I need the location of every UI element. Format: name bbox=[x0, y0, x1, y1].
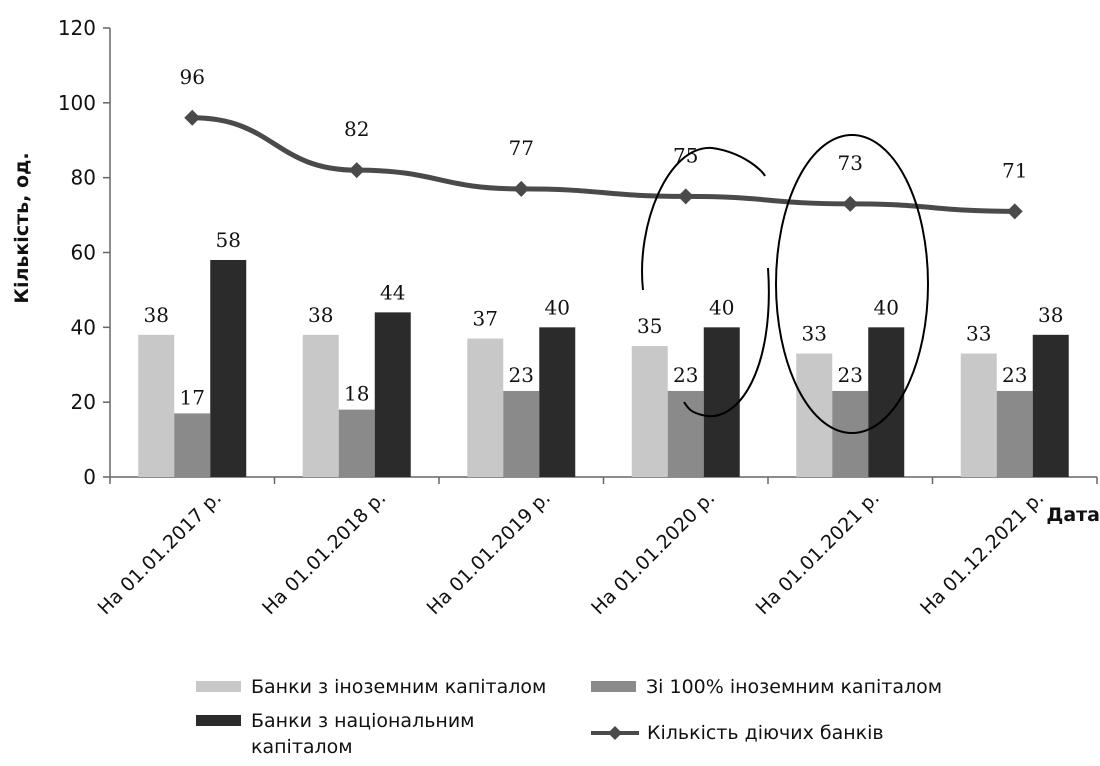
legend-item-national: Банки з національним капіталом bbox=[196, 708, 475, 760]
bar bbox=[539, 327, 576, 477]
bar-value-label: 35 bbox=[637, 314, 662, 338]
legend-swatch-100-foreign bbox=[591, 681, 636, 692]
x-axis-title: Дата bbox=[1046, 504, 1100, 526]
legend-label-national-2: капіталом bbox=[251, 736, 353, 758]
legend-item-foreign: Банки з іноземним капіталом bbox=[196, 674, 546, 700]
bar-value-label: 23 bbox=[838, 363, 863, 387]
x-tick-label: На 01.01.2019 р. bbox=[423, 487, 555, 619]
bar bbox=[174, 413, 211, 477]
line-value-label: 96 bbox=[180, 65, 205, 89]
x-tick-label: На 01.01.2020 р. bbox=[587, 487, 719, 619]
x-tick-label: На 01.12.2021 р. bbox=[916, 487, 1048, 619]
bar bbox=[467, 338, 504, 477]
legend-swatch-national bbox=[196, 715, 241, 726]
line-point-marker bbox=[677, 188, 694, 205]
legend-item-100-foreign: Зі 100% іноземним капіталом bbox=[591, 674, 942, 700]
y-tick-label: 120 bbox=[58, 16, 96, 40]
legend-label-foreign: Банки з іноземним капіталом bbox=[251, 676, 547, 698]
legend-item-active-banks: Кількість діючих банків bbox=[591, 720, 884, 746]
line-value-label: 77 bbox=[509, 136, 534, 160]
line-point-marker bbox=[184, 109, 201, 126]
bar bbox=[996, 390, 1033, 477]
legend: Банки з іноземним капіталом Зі 100% іноз… bbox=[196, 674, 996, 764]
bar-value-label: 33 bbox=[802, 322, 827, 346]
bar bbox=[631, 346, 668, 477]
bar bbox=[1032, 334, 1069, 477]
bar-value-label: 23 bbox=[673, 363, 698, 387]
x-tick-label: На 01.01.2017 р. bbox=[94, 487, 226, 619]
legend-label-active-banks: Кількість діючих банків bbox=[647, 722, 884, 744]
annotation-arc bbox=[641, 146, 770, 418]
bar bbox=[832, 390, 869, 477]
line-series bbox=[184, 109, 1023, 220]
line-value-label: 71 bbox=[1002, 158, 1027, 182]
bar bbox=[302, 334, 339, 477]
line-value-label: 73 bbox=[838, 151, 863, 175]
data-labels: 38 38 37 35 33 33 17 18 23 23 23 23 58 44 40 40 40 38 96 82… bbox=[144, 65, 1064, 410]
bar-value-label: 40 bbox=[709, 295, 734, 319]
bar bbox=[338, 409, 375, 477]
y-axis-title: Кількість, од. bbox=[11, 152, 33, 303]
x-axis: На 01.01.2017 р. На 01.01.2018 р. На 01.01… bbox=[94, 476, 1098, 619]
bar-value-label: 58 bbox=[216, 228, 241, 252]
y-axis: 0 20 40 60 80 100 120 bbox=[58, 16, 111, 489]
active-banks-line bbox=[192, 115, 1015, 214]
line-point-marker bbox=[842, 195, 859, 212]
line-point-marker bbox=[1006, 203, 1023, 220]
hand-drawn-annotations bbox=[641, 134, 929, 434]
legend-label-100-foreign: Зі 100% іноземним капіталом bbox=[646, 676, 943, 698]
bar-value-label: 44 bbox=[380, 280, 405, 304]
bar-value-label: 38 bbox=[1038, 303, 1063, 327]
legend-label-national-1: Банки з національним bbox=[251, 710, 475, 732]
y-tick-label: 100 bbox=[58, 91, 96, 115]
y-tick-label: 80 bbox=[71, 166, 96, 190]
bar-value-label: 23 bbox=[1002, 363, 1027, 387]
line-value-label: 82 bbox=[344, 117, 369, 141]
bar-value-label: 40 bbox=[545, 295, 570, 319]
bar-value-label: 23 bbox=[509, 363, 534, 387]
x-tick-label: На 01.01.2018 р. bbox=[258, 487, 390, 619]
legend-line-active-banks bbox=[591, 726, 639, 740]
bars bbox=[138, 259, 1069, 477]
bar-value-label: 38 bbox=[144, 303, 169, 327]
y-tick-label: 40 bbox=[71, 315, 96, 339]
bar bbox=[503, 390, 540, 477]
bar bbox=[210, 259, 247, 477]
bar-value-label: 33 bbox=[966, 322, 991, 346]
line-point-marker bbox=[348, 162, 365, 179]
bar-value-label: 37 bbox=[473, 307, 498, 331]
line-point-marker bbox=[513, 180, 530, 197]
bar bbox=[960, 353, 997, 477]
bar bbox=[703, 327, 740, 477]
annotation-ellipse bbox=[775, 134, 929, 434]
bar-value-label: 17 bbox=[180, 385, 205, 409]
bar-value-label: 40 bbox=[874, 295, 899, 319]
y-tick-label: 60 bbox=[71, 241, 96, 265]
bar-value-label: 18 bbox=[344, 382, 369, 406]
bar-value-label: 38 bbox=[308, 303, 333, 327]
legend-swatch-foreign bbox=[196, 681, 241, 692]
bar bbox=[796, 353, 833, 477]
bar bbox=[374, 312, 411, 477]
y-tick-label: 20 bbox=[71, 390, 96, 414]
bar bbox=[138, 334, 175, 477]
y-tick-label: 0 bbox=[83, 465, 96, 489]
x-tick-label: На 01.01.2021 р. bbox=[752, 487, 884, 619]
